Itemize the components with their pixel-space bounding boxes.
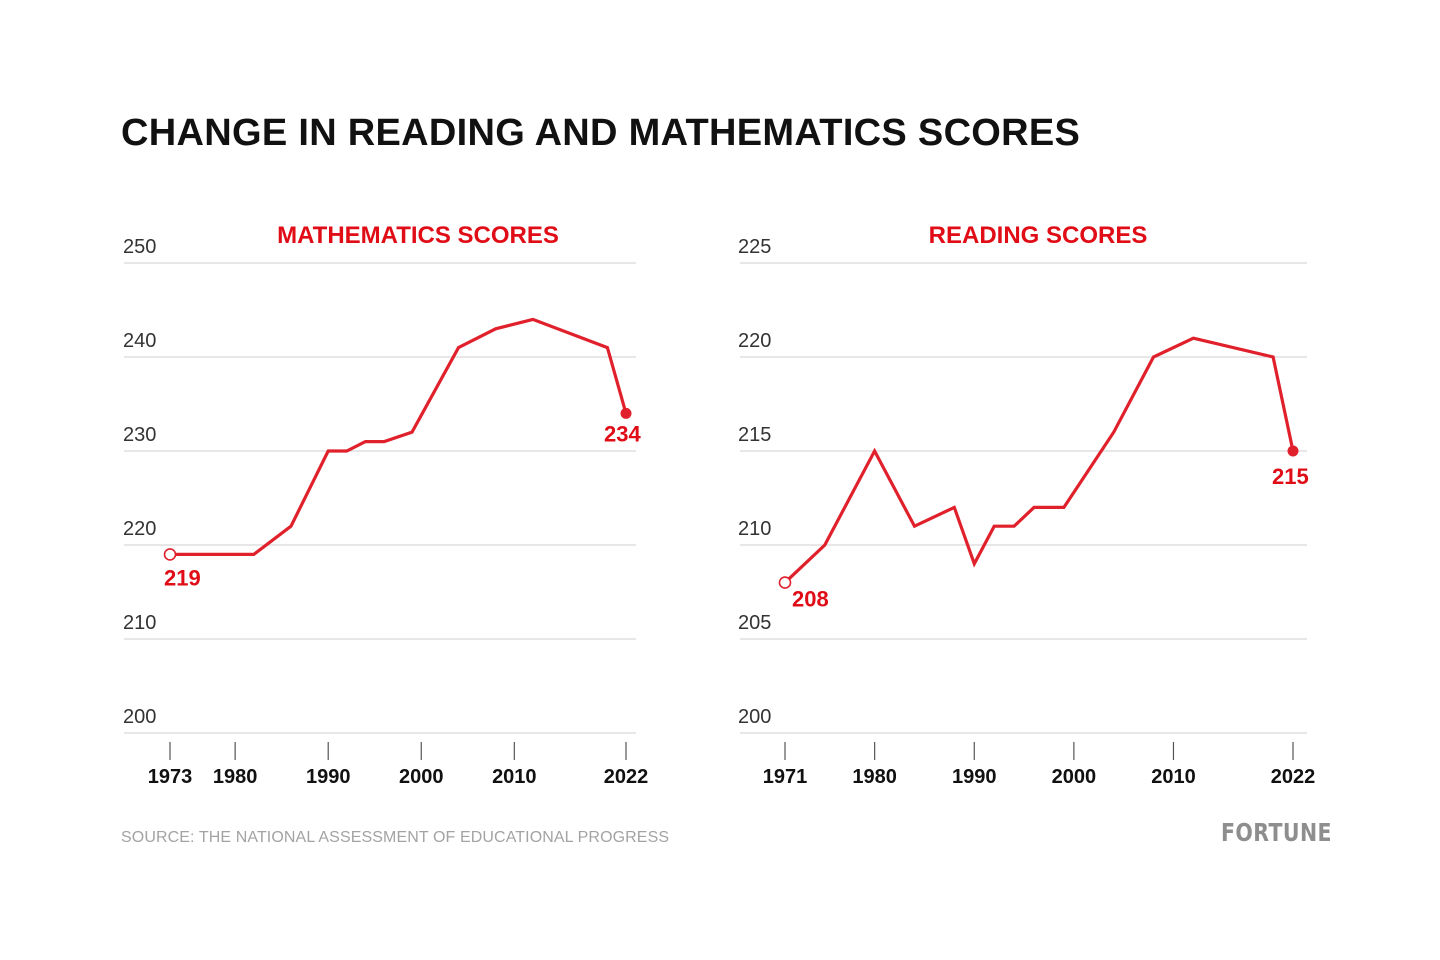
- y-tick-label: 210: [738, 518, 771, 540]
- y-tick-label: 230: [123, 424, 156, 446]
- y-tick-label: 210: [123, 612, 156, 634]
- source-note: SOURCE: THE NATIONAL ASSESSMENT OF EDUCA…: [121, 829, 670, 846]
- y-tick-label: 250: [123, 236, 156, 258]
- reading-chart: READING SCORES 225 220 215 210 205 200 1971 1980…: [738, 222, 1315, 788]
- x-tick-label: 2022: [604, 766, 649, 788]
- x-tick-label: 1973: [148, 766, 193, 788]
- start-point-marker: [778, 576, 792, 589]
- y-tick-label: 200: [738, 706, 771, 728]
- page-title: CHANGE IN READING AND MATHEMATICS SCORES: [121, 112, 1081, 154]
- series-line: [168, 317, 628, 557]
- data-label: 208: [792, 587, 829, 612]
- data-label: 234: [604, 421, 641, 446]
- math-chart: MATHEMATICS SCORES 250 240 230 220 210 200 1973…: [123, 222, 648, 788]
- y-tick-label: 220: [738, 330, 771, 352]
- y-tick-label: 215: [738, 424, 771, 446]
- x-tick-label: 2010: [492, 766, 537, 788]
- series-line: [783, 336, 1295, 585]
- y-tick-label: 240: [123, 330, 156, 352]
- start-point-marker: [163, 548, 177, 561]
- chart-title: READING SCORES: [929, 222, 1148, 249]
- chart-title: MATHEMATICS SCORES: [277, 222, 559, 249]
- x-tick-label: 1980: [213, 766, 258, 788]
- x-tick-label: 1980: [852, 766, 897, 788]
- end-point-marker: [620, 407, 632, 419]
- x-tick-label: 1990: [952, 766, 997, 788]
- fortune-logo: FORTUNE: [1221, 818, 1332, 847]
- x-tick-label: 2010: [1151, 766, 1196, 788]
- x-tick-label: 2022: [1271, 766, 1316, 788]
- y-tick-label: 220: [123, 518, 156, 540]
- y-tick-label: 225: [738, 236, 771, 258]
- data-label: 215: [1272, 464, 1309, 489]
- y-tick-label: 200: [123, 706, 156, 728]
- x-tick-label: 1971: [763, 766, 808, 788]
- x-tick-label: 2000: [1052, 766, 1097, 788]
- data-label: 219: [164, 565, 201, 590]
- end-point-marker: [1287, 445, 1299, 457]
- x-tick-label: 2000: [399, 766, 444, 788]
- y-tick-label: 205: [738, 612, 771, 634]
- x-tick-label: 1990: [306, 766, 351, 788]
